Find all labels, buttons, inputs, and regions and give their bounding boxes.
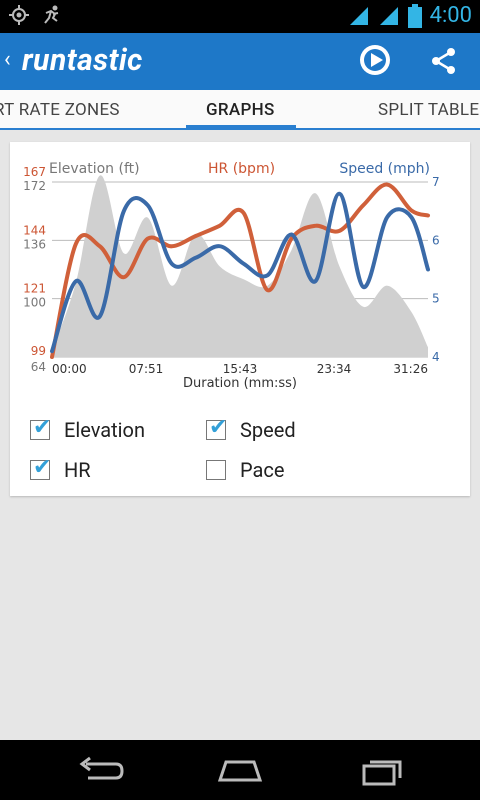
elevation-tick-label: 100 [23, 296, 46, 310]
x-tick-label: 31:26 [393, 362, 428, 376]
legend-label: Elevation [64, 418, 145, 442]
legend-label: Speed [240, 418, 296, 442]
battery-icon [407, 4, 422, 28]
elevation-checkbox[interactable]: ✔ [30, 415, 51, 440]
x-tick-label: 00:00 [52, 362, 87, 376]
active-tab-indicator [186, 125, 296, 130]
legend-speed[interactable]: ✔ Speed [206, 415, 296, 442]
x-tick-label: 07:51 [129, 362, 164, 376]
tab-graphs[interactable]: GRAPHS [206, 100, 275, 120]
hr-tick-label: 99 [31, 344, 46, 358]
back-icon[interactable] [76, 756, 124, 786]
wifi-icon [349, 7, 368, 25]
legend-elevation[interactable]: ✔ Elevation [30, 415, 145, 442]
running-icon [44, 5, 59, 24]
recent-apps-icon[interactable] [356, 756, 404, 786]
navigation-bar [0, 740, 480, 800]
elevation-area [52, 175, 428, 357]
hr-axis-title: HR (bpm) [208, 161, 275, 177]
speed-tick-label: 5 [432, 292, 440, 306]
tab-split-table[interactable]: SPLIT TABLE [378, 100, 480, 120]
home-icon[interactable] [216, 756, 264, 786]
clock: 4:00 [429, 3, 472, 28]
graph-card: Elevation (ft) HR (bpm) Speed (mph) 99 121 14… [10, 142, 470, 496]
app-logo: runtastic [22, 43, 143, 78]
chart: Elevation (ft) HR (bpm) Speed (mph) 99 121 14… [23, 161, 440, 391]
x-tick-label: 15:43 [223, 362, 258, 376]
elevation-tick-label: 172 [23, 179, 46, 193]
elevation-axis-title: Elevation (ft) [49, 161, 140, 177]
elevation-tick-label: 64 [31, 360, 46, 374]
check-icon: ✔ [33, 455, 52, 480]
legend-label: Pace [240, 458, 285, 482]
signal-icon [379, 7, 398, 25]
hr-tick-label: 167 [23, 165, 46, 179]
legend-hr[interactable]: ✔ HR [30, 455, 91, 482]
speed-tick-label: 4 [432, 350, 440, 364]
x-tick-label: 23:34 [317, 362, 352, 376]
status-bar: 4:00 [0, 0, 480, 33]
x-axis-title: Duration (mm:ss) [183, 376, 297, 391]
share-icon[interactable] [429, 46, 459, 76]
check-icon: ✔ [33, 415, 52, 440]
check-icon: ✔ [209, 415, 228, 440]
speed-axis-title: Speed (mph) [339, 161, 430, 177]
action-bar: ‹ runtastic [0, 33, 480, 90]
pace-checkbox[interactable] [206, 460, 226, 480]
hr-checkbox[interactable]: ✔ [30, 455, 51, 480]
legend-label: HR [64, 458, 91, 482]
speed-line [50, 191, 430, 354]
hr-tick-label: 121 [23, 282, 46, 296]
elevation-tick-label: 136 [23, 237, 46, 251]
speed-tick-label: 6 [432, 233, 440, 247]
play-icon[interactable] [358, 43, 392, 77]
back-button[interactable]: ‹ [4, 47, 11, 72]
tab-bar: RT RATE ZONES GRAPHS SPLIT TABLE [0, 90, 480, 130]
legend-pace[interactable]: Pace [206, 458, 284, 482]
speed-tick-label: 7 [432, 175, 440, 189]
speed-checkbox[interactable]: ✔ [206, 415, 227, 440]
gps-icon [9, 5, 29, 25]
tab-heart-rate-zones[interactable]: RT RATE ZONES [0, 100, 120, 120]
hr-tick-label: 144 [23, 223, 46, 237]
